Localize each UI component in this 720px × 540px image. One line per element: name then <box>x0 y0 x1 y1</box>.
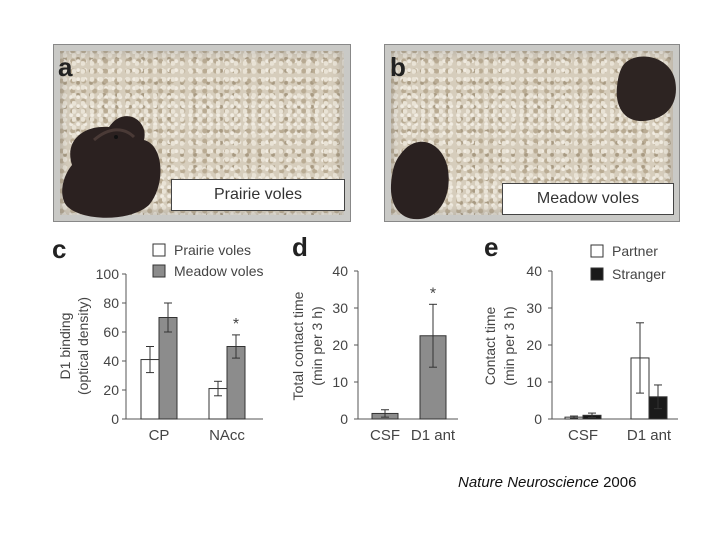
y-tick-label: 80 <box>103 295 119 311</box>
y-tick-label: 0 <box>111 411 119 427</box>
legend-label: Meadow voles <box>174 263 264 279</box>
y-tick-label: 0 <box>340 411 348 427</box>
y-tick-label: 60 <box>103 324 119 340</box>
y-tick-label: 0 <box>534 411 542 427</box>
x-tick-label: CSF <box>568 427 598 444</box>
y-tick-label: 10 <box>526 374 542 390</box>
y-axis-label: (min per 3 h) <box>309 306 325 385</box>
panel-letter-d: d <box>292 232 308 262</box>
x-tick-label: NAcc <box>209 427 245 444</box>
photo-panel-b: Meadow voles <box>384 44 680 222</box>
panel-letter-a: a <box>58 52 73 82</box>
legend-swatch <box>590 244 604 258</box>
citation-credit: Nature Neuroscience 2006 <box>458 474 636 491</box>
legend-swatch <box>152 243 166 257</box>
y-tick-label: 40 <box>332 263 348 279</box>
y-axis-label: Total contact time <box>290 291 306 400</box>
credit-year: 2006 <box>603 474 637 491</box>
meadow-vole-image <box>390 56 676 220</box>
y-tick-label: 40 <box>526 263 542 279</box>
y-tick-label: 40 <box>103 353 119 369</box>
y-tick-label: 100 <box>96 266 120 282</box>
credit-journal: Nature Neuroscience <box>458 474 599 491</box>
legend-swatch <box>152 264 166 278</box>
y-tick-label: 20 <box>103 382 119 398</box>
y-tick-label: 30 <box>526 300 542 316</box>
photo-label-b: Meadow voles <box>502 183 674 215</box>
significance-asterisk: * <box>430 285 436 302</box>
x-tick-label: D1 ant <box>627 427 672 444</box>
x-tick-label: CP <box>149 427 170 444</box>
legend-label: Partner <box>612 243 658 259</box>
x-tick-label: CSF <box>370 427 400 444</box>
y-tick-label: 20 <box>526 337 542 353</box>
photo-panel-a: Prairie voles <box>53 44 351 222</box>
prairie-vole-image <box>62 116 161 218</box>
legend-label: Stranger <box>612 266 666 282</box>
y-tick-label: 10 <box>332 374 348 390</box>
y-tick-label: 30 <box>332 300 348 316</box>
y-axis-label: Contact time <box>482 306 498 385</box>
photo-label-a: Prairie voles <box>171 179 345 211</box>
panel-letter-e: e <box>484 232 498 262</box>
significance-asterisk: * <box>233 316 239 333</box>
bar-meadow-voles-cp <box>158 317 178 420</box>
panel-letter-c: c <box>52 234 66 264</box>
y-axis-label: D1 binding <box>57 313 73 380</box>
legend-swatch <box>590 267 604 281</box>
panel-letter-b: b <box>390 52 406 82</box>
y-axis-label: (min per 3 h) <box>501 306 517 385</box>
y-tick-label: 20 <box>332 337 348 353</box>
legend-label: Prairie voles <box>174 242 251 258</box>
x-tick-label: D1 ant <box>411 427 456 444</box>
y-axis-label: (optical density) <box>75 297 91 395</box>
